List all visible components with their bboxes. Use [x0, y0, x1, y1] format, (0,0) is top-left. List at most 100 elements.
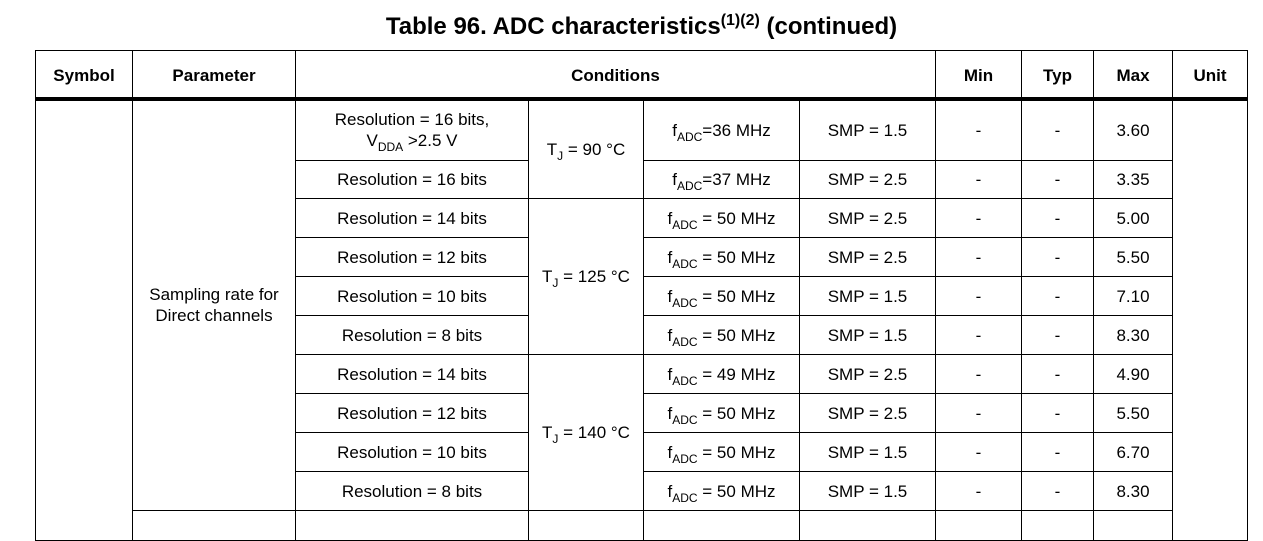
header-conditions: Conditions — [295, 50, 936, 100]
fadc-symbol: f — [667, 286, 673, 306]
typ-cell: - — [1021, 471, 1094, 511]
resolution-cell: Resolution = 12 bits — [295, 393, 529, 433]
fadc-value: = 50 MHz — [697, 403, 776, 423]
min-cell: - — [935, 198, 1022, 238]
fadc: fADC=37 MHz — [672, 169, 771, 193]
fadc-value: = 50 MHz — [697, 325, 776, 345]
smp-cell: SMP = 1.5 — [799, 99, 936, 161]
title-text: Table 96. ADC characteristics — [385, 13, 721, 40]
fadc-value: = 50 MHz — [697, 481, 776, 501]
tj-symbol: T — [546, 139, 558, 159]
tj: TJ = 125 °C — [542, 266, 630, 289]
fadc-value: = 50 MHz — [697, 208, 776, 228]
tj: TJ = 90 °C — [546, 139, 626, 163]
continued-cell — [1021, 510, 1094, 541]
fadc-subscript: ADC — [672, 256, 698, 271]
fadc: fADC = 49 MHz — [667, 364, 776, 387]
header-symbol: Symbol — [35, 50, 133, 100]
max-cell: 3.60 — [1093, 99, 1173, 161]
resolution-line: Resolution = 16 bits, — [334, 110, 490, 129]
fadc-value: =36 MHz — [702, 120, 771, 140]
tj-line: TJ = 140 °C — [542, 422, 630, 446]
typ-cell: - — [1021, 160, 1094, 199]
min-cell: - — [935, 471, 1022, 511]
smp-cell: SMP = 2.5 — [799, 160, 936, 199]
fadc: fADC = 50 MHz — [667, 481, 776, 504]
table-title: Table 96. ADC characteristics(1)(2) (con… — [0, 12, 1263, 41]
fadc-cell: fADC=37 MHz — [643, 160, 800, 199]
resolution-cell: Resolution = 16 bits — [295, 160, 529, 199]
resolution-cell: Resolution = 10 bits — [295, 276, 529, 316]
smp-cell: SMP = 1.5 — [799, 471, 936, 511]
fadc-subscript: ADC — [672, 295, 698, 310]
resolution-subscript: DDA — [377, 140, 404, 154]
header-min: Min — [935, 50, 1022, 100]
resolution-cell: Resolution = 12 bits — [295, 237, 529, 277]
unit-cell — [1172, 99, 1248, 541]
fadc-symbol: f — [667, 442, 673, 462]
fadc: fADC = 50 MHz — [667, 442, 775, 466]
fadc-subscript: ADC — [672, 217, 698, 232]
fadc-symbol: f — [667, 208, 673, 228]
typ-cell: - — [1021, 99, 1094, 161]
fadc-cell: fADC = 50 MHz — [643, 471, 800, 511]
tj-subscript: J — [552, 432, 559, 446]
min-cell: - — [935, 393, 1022, 433]
continued-cell — [528, 510, 644, 541]
max-cell: 5.00 — [1093, 198, 1173, 238]
header-typ: Typ — [1021, 50, 1094, 100]
fadc-symbol: f — [672, 170, 677, 189]
tj-line: TJ = 90 °C — [546, 139, 626, 163]
tj-value: = 90 °C — [563, 139, 626, 159]
fadc: fADC = 50 MHz — [667, 247, 775, 271]
fadc-symbol: f — [667, 325, 673, 345]
fadc-line: fADC = 50 MHz — [667, 481, 776, 504]
continued-cell — [295, 510, 529, 541]
tj-cell: TJ = 140 °C — [528, 354, 644, 511]
fadc-value: = 49 MHz — [697, 364, 776, 384]
tj-value: = 140 °C — [558, 423, 630, 442]
typ-cell: - — [1021, 315, 1094, 355]
max-cell: 7.10 — [1093, 276, 1173, 316]
page: Table 96. ADC characteristics(1)(2) (con… — [0, 12, 1263, 541]
fadc-symbol: f — [667, 481, 673, 501]
typ-cell: - — [1021, 276, 1094, 316]
typ-cell: - — [1021, 393, 1094, 433]
smp-cell: SMP = 2.5 — [799, 354, 936, 394]
fadc-subscript: ADC — [676, 129, 703, 144]
tj-subscript: J — [557, 148, 564, 163]
min-cell: - — [935, 354, 1022, 394]
smp-cell: SMP = 1.5 — [799, 276, 936, 316]
tj-symbol: T — [542, 267, 553, 286]
resolution-cell: Resolution = 14 bits — [295, 354, 529, 394]
fadc-subscript: ADC — [676, 179, 703, 193]
resolution-cell: Resolution = 14 bits — [295, 198, 529, 238]
tj-line: TJ = 125 °C — [542, 266, 630, 289]
max-cell: 4.90 — [1093, 354, 1173, 394]
fadc-cell: fADC = 50 MHz — [643, 237, 800, 277]
fadc-subscript: ADC — [672, 451, 698, 466]
max-cell: 8.30 — [1093, 471, 1173, 511]
fadc-cell: fADC = 50 MHz — [643, 315, 800, 355]
fadc-cell: fADC=36 MHz — [643, 99, 800, 161]
fadc-cell: fADC = 50 MHz — [643, 198, 800, 238]
fadc-cell: fADC = 50 MHz — [643, 393, 800, 433]
fadc-cell: fADC = 49 MHz — [643, 354, 800, 394]
fadc-symbol: f — [667, 364, 673, 384]
title-notes: (1)(2) — [720, 12, 760, 29]
header-unit: Unit — [1172, 50, 1248, 100]
tj-symbol: T — [542, 423, 553, 442]
fadc: fADC = 50 MHz — [667, 403, 776, 427]
fadc-symbol: f — [672, 120, 677, 140]
min-cell: - — [935, 432, 1022, 472]
resolution: Resolution = 16 bits, VDDA >2.5 V — [334, 109, 490, 154]
fadc-value: = 50 MHz — [697, 286, 776, 306]
header-parameter: Parameter — [132, 50, 296, 100]
max-cell: 5.50 — [1093, 237, 1173, 277]
min-cell: - — [935, 315, 1022, 355]
min-cell: - — [935, 276, 1022, 316]
fadc: fADC = 50 MHz — [667, 286, 776, 310]
fadc-subscript: ADC — [672, 412, 698, 427]
fadc-value: =37 MHz — [702, 170, 771, 189]
tj-cell: TJ = 90 °C — [528, 99, 644, 199]
